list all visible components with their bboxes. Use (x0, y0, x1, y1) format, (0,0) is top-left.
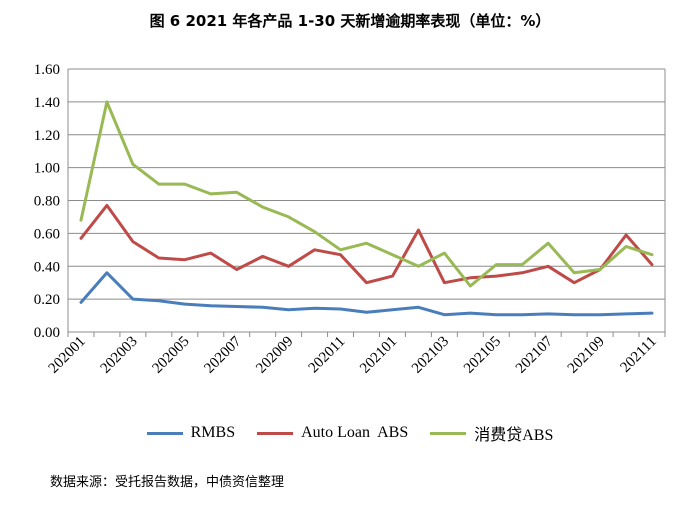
x-tick-label: 202009 (253, 334, 296, 377)
legend-item-rmbs: RMBS (146, 424, 236, 442)
legend-label-auto-loan-abs: Auto Loan ABS (301, 424, 409, 441)
legend-swatch-auto-loan-abs (257, 431, 294, 435)
x-tick-label: 202011 (306, 334, 349, 377)
x-tick-label: 202107 (513, 333, 556, 376)
series-lines (79, 100, 654, 317)
y-tick-label: 1.20 (34, 128, 60, 144)
x-tick-label: 202005 (149, 334, 192, 377)
tick-labels: 0.00 0.20 0.40 0.60 0.80 1.00 1.20 1.40 1.60 2020… (34, 62, 660, 377)
x-tick-label: 202101 (357, 334, 400, 377)
y-tick-label: 1.40 (34, 95, 60, 111)
y-tick-label: 0.80 (34, 194, 60, 210)
x-tick-label: 202007 (201, 333, 244, 376)
source-note: 数据来源：受托报告数据，中债资信整理 (50, 475, 285, 490)
legend-swatch-consumer-loan-abs (430, 431, 467, 435)
y-tick-label: 0.20 (34, 292, 60, 308)
line-chart: 0.00 0.20 0.40 0.60 0.80 1.00 1.20 1.40 1.60 2020… (34, 62, 666, 377)
y-tick-label: 1.60 (34, 62, 60, 78)
series-line-2 (79, 100, 654, 288)
x-tick-label: 202109 (565, 334, 608, 377)
legend-item-consumer-loan-abs: 消费贷ABS (430, 421, 553, 445)
x-tick-label: 202111 (618, 334, 660, 376)
y-tick-label: 1.00 (34, 161, 60, 177)
legend-swatch-rmbs (146, 431, 183, 435)
legend-item-auto-loan-abs: Auto Loan ABS (257, 424, 408, 442)
legend: RMBS Auto Loan ABS 消费贷ABS (0, 421, 700, 445)
series-line-0 (79, 271, 654, 317)
y-tick-label: 0.00 (34, 325, 60, 341)
y-tick-label: 0.60 (34, 226, 60, 242)
axes (67, 69, 666, 337)
gridlines (68, 68, 665, 300)
legend-label-consumer-loan-abs: 消费贷ABS (474, 427, 554, 444)
chart-title: 图 6 2021 年各产品 1-30 天新增逾期率表现（单位：%） (149, 12, 551, 30)
x-tick-label: 202003 (98, 334, 141, 377)
series-line-1 (79, 203, 654, 285)
x-tick-label: 202103 (409, 334, 452, 377)
x-tick-label: 202105 (461, 334, 504, 377)
y-tick-label: 0.40 (34, 259, 60, 275)
legend-label-rmbs: RMBS (190, 424, 236, 441)
